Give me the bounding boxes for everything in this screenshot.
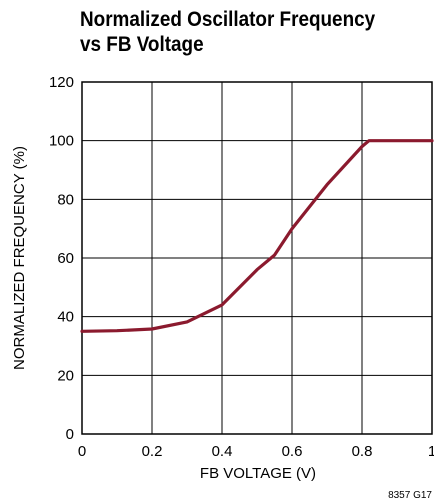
figure-footnote: 8357 G17 — [388, 490, 432, 501]
x-tick-label: 1 — [428, 443, 434, 460]
chart-title-line-2: vs FB Voltage — [80, 33, 204, 56]
y-axis-label: NORMALIZED FREQUENCY (%) — [11, 146, 28, 370]
plot-frame — [81, 81, 433, 435]
series-layer — [80, 139, 434, 333]
y-tick-label: 60 — [57, 250, 74, 267]
y-tick-label: 40 — [57, 309, 74, 326]
x-tick-label: 0.8 — [352, 443, 373, 460]
y-tick-label: 80 — [57, 191, 74, 208]
tick-labels: 0 0.2 0.4 0.6 0.8 1 0 20 40 60 80 100 120 — [49, 74, 434, 460]
y-tick-label: 20 — [57, 367, 74, 384]
grid — [82, 82, 432, 434]
y-tick-label: 120 — [49, 74, 74, 91]
plot-area — [81, 81, 433, 435]
x-axis-label: FB VOLTAGE (V) — [200, 465, 316, 482]
y-tick-label: 0 — [66, 426, 74, 443]
y-tick-label: 100 — [49, 133, 74, 150]
x-tick-label: 0.4 — [212, 443, 233, 460]
x-tick-label: 0 — [78, 443, 86, 460]
x-tick-label: 0.2 — [142, 443, 163, 460]
series-line — [80, 139, 434, 333]
chart-title-line-1: Normalized Oscillator Frequency — [80, 8, 376, 31]
x-tick-label: 0.6 — [282, 443, 303, 460]
